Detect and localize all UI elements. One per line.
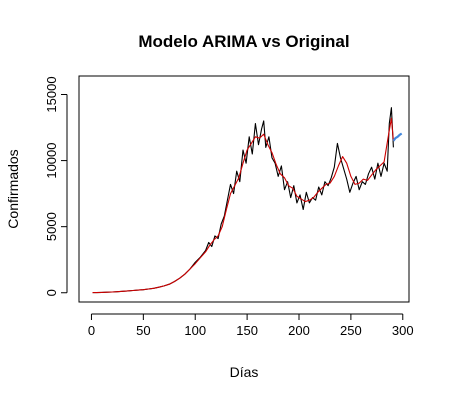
series-line-forecast: [392, 132, 403, 142]
y-tick-label: 10000: [44, 143, 59, 179]
x-tick-label: 250: [340, 323, 362, 338]
x-tick-label: 300: [392, 323, 414, 338]
y-tick-label: 15000: [44, 76, 59, 112]
series-line-original: [92, 107, 394, 294]
x-tick-label: 200: [288, 323, 310, 338]
y-axis: 0 5000 10000 15000: [44, 76, 68, 296]
series-layer: [92, 107, 403, 294]
plot-area-frame: [78, 75, 410, 303]
chart-title: Modelo ARIMA vs Original: [138, 32, 349, 51]
x-axis-label: Días: [230, 364, 259, 380]
x-tick-label: 0: [88, 323, 95, 338]
y-axis-label: Confirmados: [5, 149, 21, 228]
x-tick-label: 150: [236, 323, 258, 338]
x-axis: 0 50 100 150 200 250 300: [88, 313, 414, 338]
x-tick-label: 50: [136, 323, 150, 338]
series-line-arima-fit: [92, 117, 394, 294]
y-tick-label: 5000: [44, 212, 59, 241]
x-tick-label: 100: [184, 323, 206, 338]
y-tick-label: 0: [44, 289, 59, 296]
